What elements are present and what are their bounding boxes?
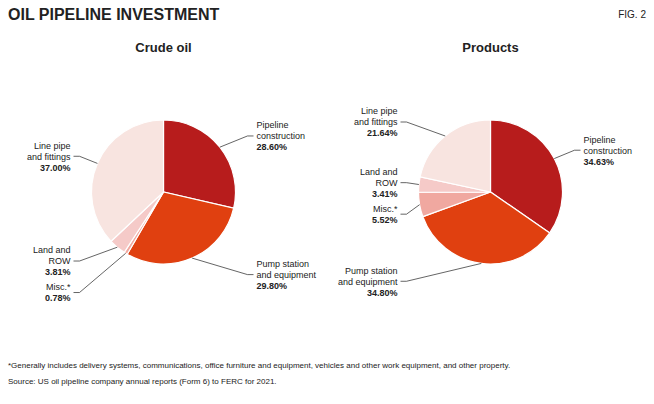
data-label: 34.80% [367, 288, 398, 298]
category-label-line: Land and [360, 167, 398, 177]
category-label-line: Line pipe [34, 141, 71, 151]
category-label-line: and equipment [338, 277, 398, 287]
slice-labels: Pipelineconstruction34.63%Pump stationan… [338, 106, 632, 297]
slice [91, 120, 163, 241]
leader-line [220, 136, 254, 147]
leader-line [74, 253, 126, 292]
category-label-line: construction [257, 131, 306, 141]
category-label: Pipelineconstruction [257, 120, 306, 141]
category-label-line: Line pipe [361, 106, 398, 116]
leader-line [401, 183, 419, 185]
chart-title: Crude oil [135, 40, 191, 55]
leader-line [554, 150, 580, 158]
slice-labels: Pipelineconstruction28.60%Pump stationan… [27, 120, 317, 303]
category-label-line: construction [584, 146, 633, 156]
category-label-line: Pump station [257, 259, 310, 269]
data-label: 29.80% [257, 281, 288, 291]
category-label: Line pipeand fittings [354, 106, 398, 127]
category-label-line: Pump station [345, 266, 398, 276]
figure: OIL PIPELINE INVESTMENT FIG. 2 *Generally … [0, 0, 654, 404]
footnote: *Generally includes delivery systems, co… [8, 361, 510, 370]
leader-line [401, 122, 446, 136]
leader-line [192, 258, 253, 275]
leader-line [74, 247, 118, 261]
category-label: Misc.* [373, 204, 398, 214]
data-label: 0.78% [45, 293, 71, 303]
category-label: Misc.* [46, 282, 71, 292]
category-label: Land andROW [33, 245, 71, 266]
category-label-line: Misc.* [46, 282, 71, 292]
data-label: 37.00% [40, 163, 71, 173]
pie-chart: Crude oil Pipelineconstruction28.60% Pump … [27, 40, 317, 303]
data-label: 34.63% [584, 157, 615, 167]
category-label-line: Land and [33, 245, 71, 255]
leader-line [401, 205, 420, 215]
data-label: 28.60% [257, 142, 288, 152]
source: Source: US oil pipeline company annual r… [8, 377, 277, 386]
slice [419, 192, 491, 217]
leader-line [401, 263, 482, 281]
category-label: Pipelineconstruction [584, 135, 633, 156]
category-label-line: Pipeline [257, 120, 289, 130]
figure-label: FIG. 2 [618, 9, 646, 20]
data-label: 3.41% [372, 189, 398, 199]
category-label-line: Misc.* [373, 204, 398, 214]
leader-line [74, 156, 98, 163]
category-label-line: Pipeline [584, 135, 616, 145]
category-label: Land andROW [360, 167, 398, 188]
chart-title: Products [462, 40, 518, 55]
category-label-line: and fittings [354, 117, 398, 127]
pie-chart: Products Pipelineconstruction34.63% Pump s… [338, 40, 632, 298]
data-label: 5.52% [372, 215, 398, 225]
category-label-line: ROW [376, 178, 399, 188]
data-label: 21.64% [367, 128, 398, 138]
slices [91, 120, 235, 264]
category-label-line: and fittings [27, 152, 71, 162]
category-label: Pump stationand equipment [338, 266, 398, 287]
title: OIL PIPELINE INVESTMENT [8, 6, 220, 23]
category-label-line: and equipment [257, 270, 317, 280]
slices [418, 120, 562, 264]
data-label: 3.81% [45, 267, 71, 277]
category-label: Pump stationand equipment [257, 259, 317, 280]
category-label: Line pipeand fittings [27, 141, 71, 162]
category-label-line: ROW [49, 256, 72, 266]
